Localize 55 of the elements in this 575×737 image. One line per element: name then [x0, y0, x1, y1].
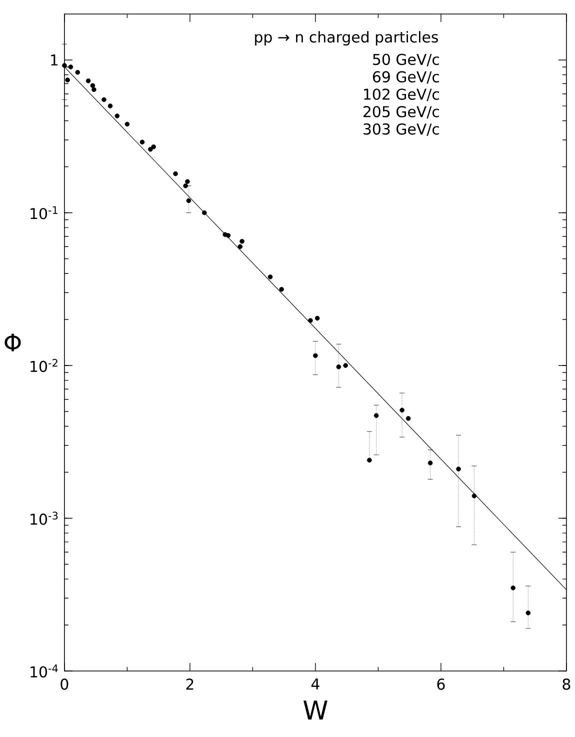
y-tick-label: 1 [51, 54, 58, 66]
point [526, 610, 531, 616]
point [240, 238, 245, 244]
point [268, 274, 273, 280]
y-tick-label: 10$^{-3}$ [30, 512, 58, 525]
point [108, 104, 113, 108]
point [125, 122, 130, 127]
y-tick-label: 10$^{-2}$ [30, 358, 58, 372]
point [374, 413, 379, 418]
annotation: pp → n charged particles [255, 31, 438, 46]
x-tick-label: 8 [562, 678, 570, 690]
point [226, 233, 231, 238]
x-tick-label: 0 [60, 678, 68, 690]
point [367, 458, 372, 463]
point [140, 140, 145, 144]
point [183, 183, 188, 188]
annotation: 303 GeV/c [364, 123, 440, 136]
annotation: 102 GeV/c [364, 88, 440, 102]
point [308, 318, 314, 323]
annotation: 205 GeV/c [364, 106, 440, 118]
point [428, 460, 433, 466]
y-tick-label: 10$^{-1}$ [30, 206, 58, 220]
x-tick-label: 6 [437, 678, 445, 690]
point [186, 198, 192, 204]
point [406, 416, 411, 421]
point [315, 316, 320, 321]
point [114, 114, 120, 118]
annotation: 69 GeV/c [373, 71, 440, 84]
point [336, 364, 342, 370]
x-tick-label: 2 [186, 678, 194, 690]
point [400, 408, 405, 413]
point [343, 363, 348, 368]
y-axis-title: Φ [4, 334, 22, 352]
point [510, 586, 516, 590]
point [65, 78, 70, 82]
point [68, 64, 74, 70]
point [75, 70, 80, 75]
point [90, 83, 96, 88]
point [86, 78, 91, 84]
annotation: 50 GeV/c [373, 54, 440, 66]
point [185, 179, 190, 184]
point [313, 353, 318, 358]
point [456, 466, 462, 472]
point [238, 244, 243, 250]
point [472, 494, 477, 498]
point [173, 171, 178, 176]
point [202, 210, 208, 216]
x-tick-label: 4 [312, 678, 320, 690]
point [92, 87, 97, 92]
point [279, 286, 284, 292]
point [102, 97, 107, 102]
point [151, 144, 156, 150]
y-tick-label: 10$^{-4}$ [30, 664, 58, 678]
point [62, 63, 68, 68]
x-axis-title: W [304, 700, 328, 720]
